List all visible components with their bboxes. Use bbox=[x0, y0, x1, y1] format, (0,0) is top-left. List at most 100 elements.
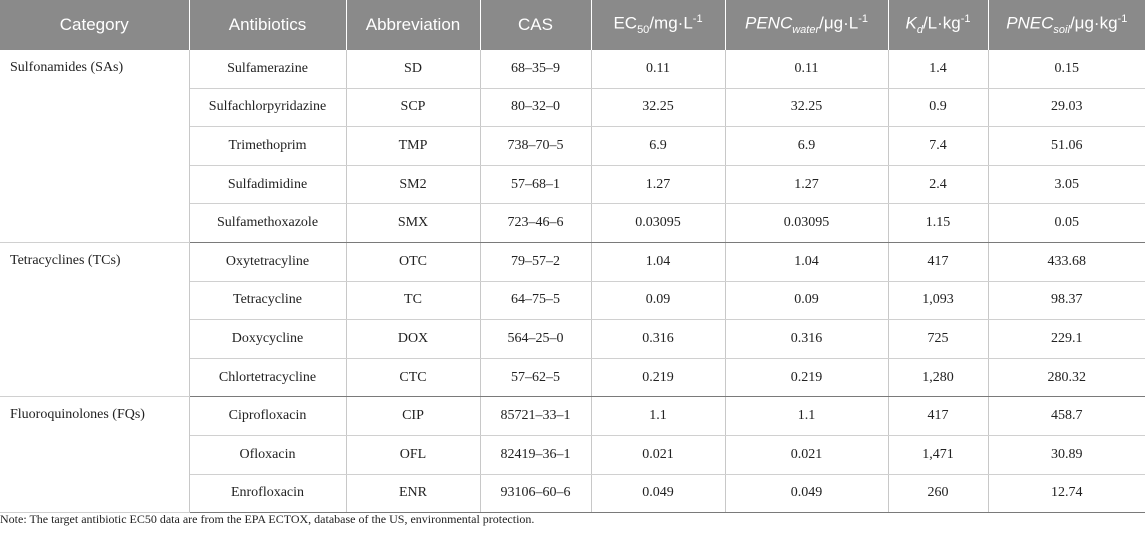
kd-cell: 417 bbox=[888, 242, 989, 282]
antibiotic-name-cell: Chlortetracycline bbox=[189, 358, 347, 398]
cas-cell: 79–57–2 bbox=[480, 242, 592, 282]
cas-cell: 80–32–0 bbox=[480, 88, 592, 128]
table-row: Sulfachlorpyridazine SCP 80–32–0 32.25 32.25… bbox=[0, 88, 1145, 128]
cas-cell: 723–46–6 bbox=[480, 203, 592, 243]
cas-cell: 64–75–5 bbox=[480, 281, 592, 321]
pnec-soil-cell: 30.89 bbox=[988, 435, 1145, 475]
pnec-soil-cell: 0.15 bbox=[988, 50, 1145, 89]
pnec-soil-cell: 229.1 bbox=[988, 319, 1145, 359]
header-cas: CAS bbox=[480, 0, 592, 50]
ec50-cell: 1.04 bbox=[591, 242, 726, 282]
antibiotic-name-cell: Sulfamerazine bbox=[189, 50, 347, 89]
antibiotic-name-cell: Trimethoprim bbox=[189, 126, 347, 166]
ec50-cell: 0.11 bbox=[591, 50, 726, 89]
header-abbreviation: Abbreviation bbox=[346, 0, 481, 50]
pnec-soil-cell: 280.32 bbox=[988, 358, 1145, 398]
header-row: Category Antibiotics Abbreviation CAS EC… bbox=[0, 0, 1145, 50]
kd-cell: 1.15 bbox=[888, 203, 989, 243]
header-category: Category bbox=[0, 0, 190, 50]
pnec-soil-cell: 51.06 bbox=[988, 126, 1145, 166]
table-row: Tetracycline TC 64–75–5 0.09 0.09 1,093 98.37 bbox=[0, 281, 1145, 321]
abbreviation-cell: SMX bbox=[346, 203, 481, 243]
pnec-soil-cell: 29.03 bbox=[988, 88, 1145, 128]
header-penc-water: PENCwater/μg·L-1 bbox=[725, 0, 889, 50]
cas-cell: 57–62–5 bbox=[480, 358, 592, 398]
ec50-cell: 0.09 bbox=[591, 281, 726, 321]
antibiotic-name-cell: Doxycycline bbox=[189, 319, 347, 359]
penc-water-cell: 6.9 bbox=[725, 126, 889, 166]
kd-cell: 1.4 bbox=[888, 50, 989, 89]
ec50-cell: 1.1 bbox=[591, 396, 726, 436]
abbreviation-cell: TC bbox=[346, 281, 481, 321]
table-row: Fluoroquinolones (FQs) Ciprofloxacin CIP 85… bbox=[0, 396, 1145, 514]
abbreviation-cell: ENR bbox=[346, 474, 481, 514]
cas-cell: 93106–60–6 bbox=[480, 474, 592, 514]
pnec-soil-cell: 433.68 bbox=[988, 242, 1145, 282]
kd-cell: 0.9 bbox=[888, 88, 989, 128]
ec50-cell: 0.219 bbox=[591, 358, 726, 398]
cas-cell: 564–25–0 bbox=[480, 319, 592, 359]
cas-cell: 57–68–1 bbox=[480, 165, 592, 205]
table-row: Tetracyclines (TCs) Oxytetracyline OTC 79–5… bbox=[0, 242, 1145, 398]
cas-cell: 82419–36–1 bbox=[480, 435, 592, 475]
kd-cell: 7.4 bbox=[888, 126, 989, 166]
penc-water-cell: 0.021 bbox=[725, 435, 889, 475]
penc-water-cell: 0.09 bbox=[725, 281, 889, 321]
table-row: Sulfonamides (SAs) Sulfamerazine SD 68–35–9… bbox=[0, 50, 1145, 243]
table-row: Sulfadimidine SM2 57–68–1 1.27 1.27 2.4 3.05 bbox=[0, 165, 1145, 205]
kd-cell: 417 bbox=[888, 396, 989, 436]
ec50-cell: 0.316 bbox=[591, 319, 726, 359]
abbreviation-cell: OFL bbox=[346, 435, 481, 475]
abbreviation-cell: CTC bbox=[346, 358, 481, 398]
antibiotic-name-cell: Tetracycline bbox=[189, 281, 347, 321]
table-row: Doxycycline DOX 564–25–0 0.316 0.316 725 229.1 bbox=[0, 319, 1145, 359]
antibiotic-name-cell: Sulfachlorpyridazine bbox=[189, 88, 347, 128]
penc-water-cell: 1.04 bbox=[725, 242, 889, 282]
table-row: Trimethoprim TMP 738–70–5 6.9 6.9 7.4 51.06 bbox=[0, 126, 1145, 166]
header-ec50: EC50/mg·L-1 bbox=[591, 0, 726, 50]
pnec-soil-cell: 458.7 bbox=[988, 396, 1145, 436]
cas-cell: 738–70–5 bbox=[480, 126, 592, 166]
ec50-cell: 0.03095 bbox=[591, 203, 726, 243]
antibiotic-name-cell: Oxytetracyline bbox=[189, 242, 347, 282]
antibiotic-name-cell: Enrofloxacin bbox=[189, 474, 347, 514]
category-cell: Sulfonamides (SAs) bbox=[0, 50, 190, 243]
abbreviation-cell: OTC bbox=[346, 242, 481, 282]
penc-water-cell: 1.1 bbox=[725, 396, 889, 436]
header-antibiotics: Antibiotics bbox=[189, 0, 347, 50]
table-row: Sulfamethoxazole SMX 723–46–6 0.03095 0.0309… bbox=[0, 203, 1145, 243]
abbreviation-cell: DOX bbox=[346, 319, 481, 359]
cas-cell: 68–35–9 bbox=[480, 50, 592, 89]
antibiotic-name-cell: Sulfamethoxazole bbox=[189, 203, 347, 243]
penc-water-cell: 0.03095 bbox=[725, 203, 889, 243]
kd-cell: 1,093 bbox=[888, 281, 989, 321]
abbreviation-cell: SD bbox=[346, 50, 481, 89]
penc-water-cell: 0.219 bbox=[725, 358, 889, 398]
penc-water-cell: 0.316 bbox=[725, 319, 889, 359]
penc-water-cell: 0.11 bbox=[725, 50, 889, 89]
kd-cell: 1,280 bbox=[888, 358, 989, 398]
table-row: Ofloxacin OFL 82419–36–1 0.021 0.021 1,471 30.… bbox=[0, 435, 1145, 475]
antibiotic-name-cell: Sulfadimidine bbox=[189, 165, 347, 205]
pnec-soil-cell: 3.05 bbox=[988, 165, 1145, 205]
antibiotics-table: Category Antibiotics Abbreviation CAS EC… bbox=[0, 0, 1145, 514]
ec50-cell: 6.9 bbox=[591, 126, 726, 166]
table-note: Note: The target antibiotic EC50 data ar… bbox=[0, 512, 535, 526]
kd-cell: 1,471 bbox=[888, 435, 989, 475]
category-cell: Tetracyclines (TCs) bbox=[0, 242, 190, 398]
abbreviation-cell: CIP bbox=[346, 396, 481, 436]
ec50-cell: 0.049 bbox=[591, 474, 726, 514]
kd-cell: 725 bbox=[888, 319, 989, 359]
pnec-soil-cell: 98.37 bbox=[988, 281, 1145, 321]
ec50-cell: 32.25 bbox=[591, 88, 726, 128]
penc-water-cell: 32.25 bbox=[725, 88, 889, 128]
antibiotic-name-cell: Ofloxacin bbox=[189, 435, 347, 475]
header-kd: Kd/L·kg-1 bbox=[888, 0, 989, 50]
penc-water-cell: 1.27 bbox=[725, 165, 889, 205]
ec50-cell: 0.021 bbox=[591, 435, 726, 475]
table-row: Chlortetracycline CTC 57–62–5 0.219 0.219 1,2… bbox=[0, 358, 1145, 398]
category-cell: Fluoroquinolones (FQs) bbox=[0, 396, 190, 514]
cas-cell: 85721–33–1 bbox=[480, 396, 592, 436]
abbreviation-cell: SM2 bbox=[346, 165, 481, 205]
ec50-cell: 1.27 bbox=[591, 165, 726, 205]
